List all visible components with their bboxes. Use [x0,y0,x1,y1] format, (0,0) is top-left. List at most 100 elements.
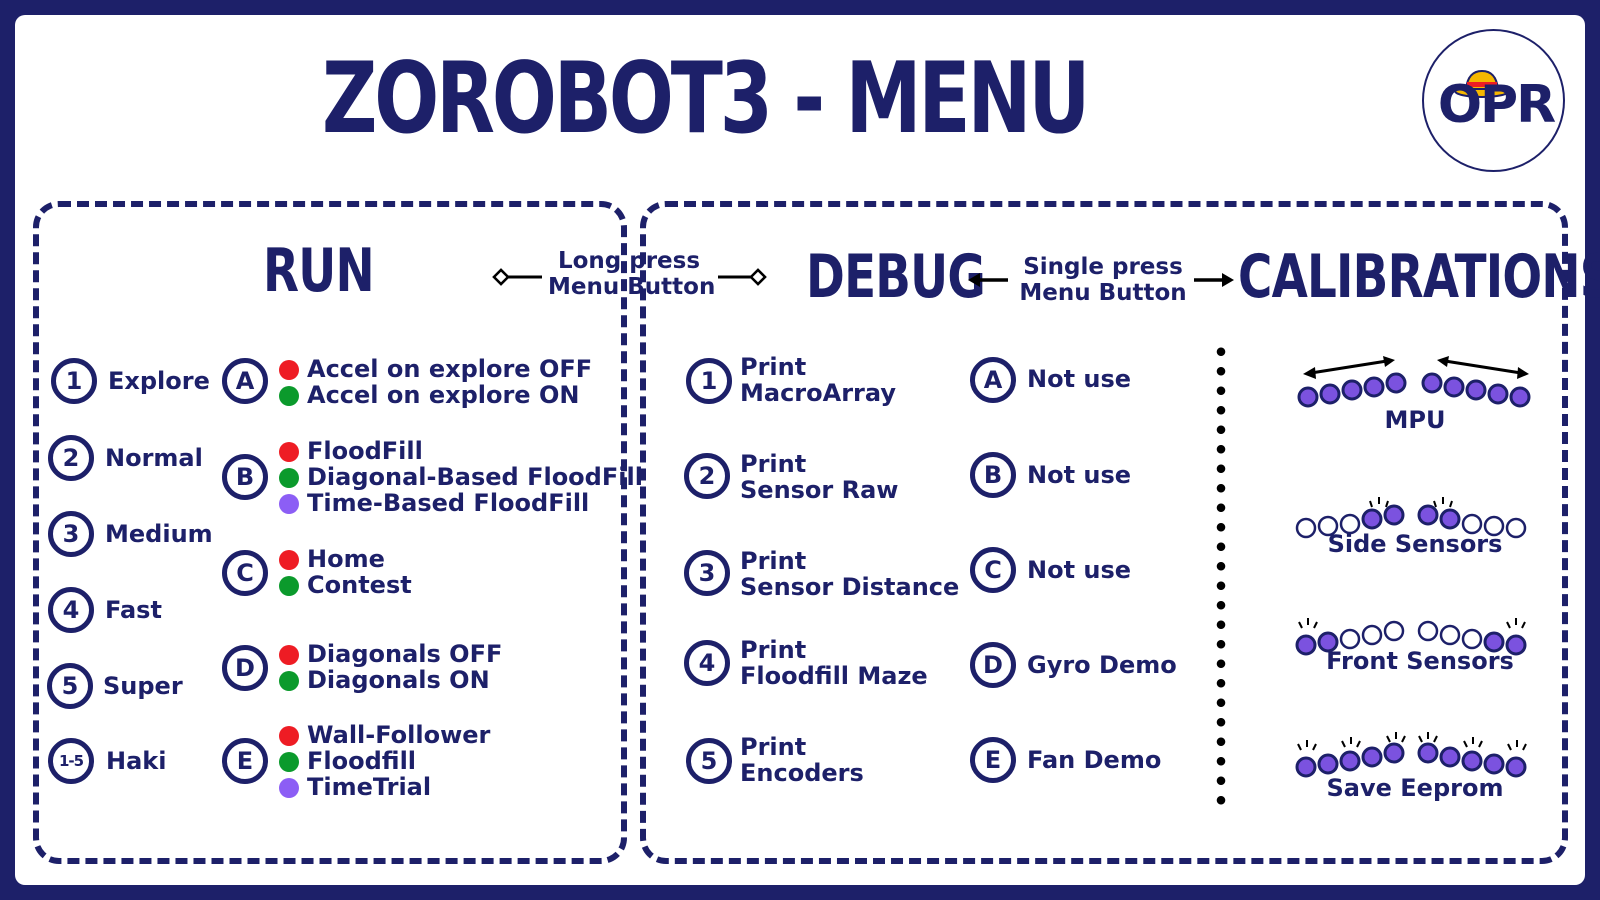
option-item: Diagonals OFF [277,641,502,667]
red-dot-icon [279,442,299,462]
debug-letter-badge: A [970,357,1016,403]
red-dot-icon [279,645,299,665]
debug-item-line2: Encoders [740,759,864,787]
mode-label: Fast [105,596,162,624]
debug-letter-badge: B [970,452,1016,498]
debug-letter-label: Fan Demo [1027,746,1162,774]
mode-label: Haki [106,747,167,775]
cal-label-save-eeprom: Save Eeprom [1326,774,1504,802]
logo-text: OPR [1437,75,1556,135]
debug-letter-badge: C [970,547,1016,593]
debug-item-line1: Print [740,636,807,664]
debug-item-line1: Print [740,547,807,575]
option-badge: E [222,738,268,784]
option-item: Accel on explore ON [277,382,579,408]
mode-badge: 5 [47,663,93,709]
calibrations-title: CALIBRATIONS [1238,242,1600,312]
option-item: Contest [277,572,412,598]
single-press-line1: Single press [1023,254,1183,280]
mpu-sensor-icon [1297,356,1531,408]
debug-badge: 3 [684,550,730,596]
debug-item-line2: Sensor Distance [740,573,960,601]
cal-label-side-sensors: Side Sensors [1327,530,1503,558]
option-item: TimeTrial [277,774,431,800]
debug-letter-label: Not use [1027,365,1132,393]
debug-item-line1: Print [740,353,807,381]
debug-badge: 2 [684,453,730,499]
option-label: Contest [307,571,412,599]
debug-badge: 4 [684,640,730,686]
mode-label: Normal [105,444,203,472]
debug-letter-label: Gyro Demo [1027,651,1177,679]
option-label: Diagonals OFF [307,640,503,668]
cal-label-front-sensors: Front Sensors [1326,647,1514,675]
red-dot-icon [279,360,299,380]
mode-badge: 2 [48,435,94,481]
option-badge: B [222,454,268,500]
debug-letter-badge: E [970,737,1016,783]
debug-item-line2: Floodfill Maze [740,662,928,690]
debug-item-line1: Print [740,450,807,478]
mode-badge: 3 [48,511,94,557]
single-press-line2: Menu Button [1019,280,1187,306]
option-item: Home [277,546,385,572]
dotted-separator [1216,342,1226,812]
green-dot-icon [279,386,299,406]
save-eeprom-icon [1295,732,1527,778]
single-press-note: Single press Menu Button [1015,254,1191,306]
green-dot-icon [279,671,299,691]
option-label: Floodfill [307,747,417,775]
option-badge: D [222,645,268,691]
debug-panel [640,201,1568,864]
option-label: Diagonal-Based FloodFill [307,463,643,491]
debug-title: DEBUG [806,242,986,312]
mode-badge: 4 [48,587,94,633]
mode-label: Super [103,672,183,700]
debug-item-line1: Print [740,733,807,761]
front-sensors-icon [1295,618,1527,656]
mode-label: Medium [105,520,213,548]
mode-badge: 1 [51,358,97,404]
purple-dot-icon [279,778,299,798]
option-item: Accel on explore OFF [277,356,592,382]
run-title: RUN [263,236,375,306]
option-label: Accel on explore OFF [307,355,593,383]
green-dot-icon [279,752,299,772]
debug-badge: 5 [686,738,732,784]
option-label: Accel on explore ON [307,381,580,409]
option-label: TimeTrial [307,773,432,801]
side-sensors-icon [1295,497,1527,539]
debug-item-line2: Sensor Raw [740,476,899,504]
option-label: Diagonals ON [307,666,490,694]
red-dot-icon [279,550,299,570]
cal-label-mpu: MPU [1384,406,1446,434]
option-label: Time-Based FloodFill [307,489,590,517]
green-dot-icon [279,468,299,488]
option-item: Diagonal-Based FloodFill [277,464,643,490]
option-item: FloodFill [277,438,423,464]
long-press-note: Long press Menu Button [548,248,716,300]
purple-dot-icon [279,494,299,514]
debug-badge: 1 [686,358,732,404]
option-item: Floodfill [277,748,416,774]
long-press-arrow [492,268,767,286]
green-dot-icon [279,576,299,596]
single-press-arrow [968,273,1234,287]
page-title: ZOROBOT3 - MENU [322,42,1090,156]
option-label: FloodFill [307,437,423,465]
run-panel [33,201,627,864]
debug-letter-label: Not use [1027,461,1132,489]
option-item: Wall-Follower [277,722,490,748]
debug-item-line2: MacroArray [740,379,896,407]
long-press-line2: Menu Button [548,274,716,300]
menu-sheet [15,15,1585,885]
long-press-line1: Long press [557,248,701,274]
option-item: Diagonals ON [277,667,490,693]
debug-letter-badge: D [970,642,1016,688]
opr-logo: OPR [1422,29,1565,172]
mode-badge: 1-5 [48,738,94,784]
option-label: Home [307,545,385,573]
debug-letter-label: Not use [1027,556,1132,584]
option-badge: C [222,550,268,596]
straw-hat-icon [1454,69,1510,98]
